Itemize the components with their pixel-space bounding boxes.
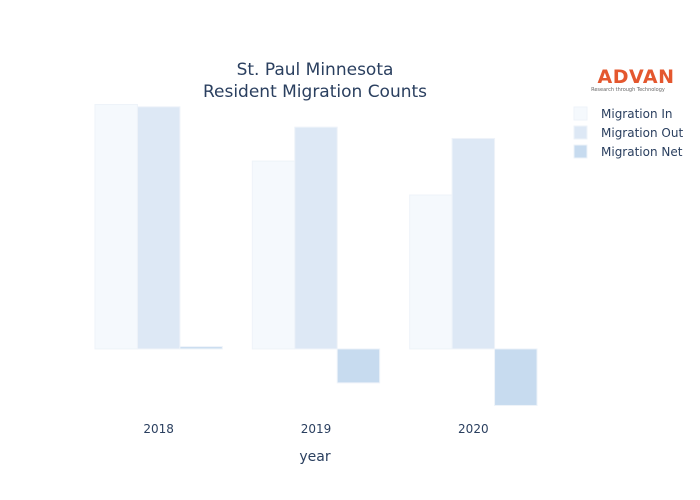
- advan-logo: ADVAN Research through Technology: [591, 66, 674, 93]
- bar-migration-out-2019: [294, 126, 338, 350]
- bar-migration-in-2018: [94, 104, 138, 350]
- x-axis-title: year: [299, 449, 330, 465]
- x-tick-label-2019: 2019: [301, 422, 332, 436]
- bar-migration-out-2018: [136, 106, 181, 350]
- bar-migration-net-2018: [179, 346, 223, 350]
- x-tick-labels: 2018 2019 2020: [143, 422, 488, 436]
- bars-group: [94, 104, 538, 406]
- x-tick-label-2018: 2018: [143, 422, 174, 436]
- chart-title-line-1: St. Paul Minnesota: [237, 60, 394, 80]
- logo-name: ADVAN: [598, 66, 675, 88]
- legend-label-migration-net[interactable]: Migration Net: [601, 145, 683, 159]
- logo-tagline: Research through Technology: [591, 87, 665, 93]
- bar-migration-net-2019: [336, 348, 381, 384]
- legend-swatch-migration-net[interactable]: [573, 144, 588, 159]
- bar-migration-net-2020: [494, 348, 538, 406]
- legend: Migration In Migration Out Migration Net: [573, 106, 683, 159]
- legend-swatch-migration-in[interactable]: [573, 106, 588, 121]
- bar-migration-in-2019: [251, 160, 296, 350]
- legend-label-migration-in[interactable]: Migration In: [601, 107, 673, 121]
- legend-swatch-migration-out[interactable]: [573, 125, 588, 140]
- chart-title-line-2: Resident Migration Counts: [203, 82, 427, 102]
- bar-migration-in-2020: [409, 194, 453, 350]
- x-tick-label-2020: 2020: [458, 422, 489, 436]
- legend-label-migration-out[interactable]: Migration Out: [601, 126, 683, 140]
- bar-migration-out-2020: [451, 137, 496, 350]
